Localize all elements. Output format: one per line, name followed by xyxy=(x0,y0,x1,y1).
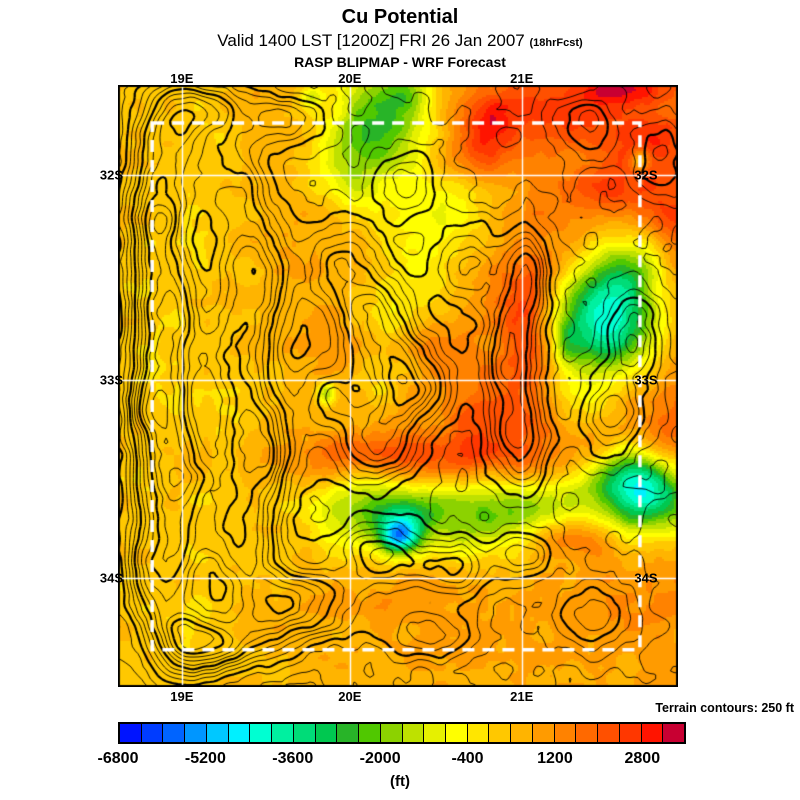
colorbar-segment-25 xyxy=(662,724,685,742)
lon-label-top-21E: 21E xyxy=(510,71,534,86)
colorbar-unit-label: (ft) xyxy=(390,773,410,790)
lat-label-left-33S: 33S xyxy=(99,372,123,388)
lat-label-right-33S: 33S xyxy=(634,372,658,388)
colorbar-segment-3 xyxy=(184,724,206,742)
colorbar-tick--5200: -5200 xyxy=(184,750,226,767)
colorbar-tick--3600: -3600 xyxy=(272,750,314,767)
colorbar-segment-6 xyxy=(249,724,272,742)
lon-label-bottom-19E: 19E xyxy=(170,689,194,704)
colorbar-segment-9 xyxy=(314,724,337,742)
page-title: Cu Potential xyxy=(341,6,459,28)
lon-label-bottom-21E: 21E xyxy=(510,689,534,704)
lat-label-right-32S: 32S xyxy=(634,167,658,183)
colorbar-segment-15 xyxy=(445,724,467,742)
colorbar-segment-17 xyxy=(488,724,511,742)
colorbar xyxy=(118,722,686,744)
colorbar-segment-5 xyxy=(227,724,250,742)
lon-label-top-19E: 19E xyxy=(170,71,194,86)
colorbar-segment-14 xyxy=(423,724,446,742)
forecast-hour-tag: (18hrFcst) xyxy=(529,37,583,49)
colorbar-segment-20 xyxy=(553,724,576,742)
colorbar-tick-1200: 1200 xyxy=(537,750,573,767)
colorbar-segment-24 xyxy=(640,724,663,742)
lat-label-right-34S: 34S xyxy=(634,570,658,586)
colorbar-segment-21 xyxy=(575,724,598,742)
colorbar-tick--2000: -2000 xyxy=(359,750,401,767)
colorbar-tick--6800: -6800 xyxy=(97,750,139,767)
model-line: RASP BLIPMAP - WRF Forecast xyxy=(294,54,506,70)
valid-time-text: Valid 1400 LST [1200Z] FRI 26 Jan 2007 xyxy=(217,31,525,50)
colorbar-segment-22 xyxy=(597,724,619,742)
colorbar-segment-19 xyxy=(531,724,554,742)
colorbar-segment-10 xyxy=(336,724,359,742)
colorbar-segment-12 xyxy=(379,724,402,742)
colorbar-segment-13 xyxy=(401,724,424,742)
colorbar-tick-2800: 2800 xyxy=(624,750,661,767)
valid-time-line: Valid 1400 LST [1200Z] FRI 26 Jan 2007 (… xyxy=(0,31,800,51)
colorbar-segment-4 xyxy=(205,724,228,742)
colorbar-tick--400: -400 xyxy=(451,750,484,767)
colorbar-segment-11 xyxy=(358,724,380,742)
map-canvas xyxy=(118,85,678,687)
colorbar-segment-1 xyxy=(140,724,163,742)
terrain-contours-note: Terrain contours: 250 ft xyxy=(655,701,794,715)
lat-label-left-32S: 32S xyxy=(99,167,123,183)
colorbar-segment-2 xyxy=(162,724,185,742)
lon-label-top-20E: 20E xyxy=(338,71,362,86)
lon-label-bottom-20E: 20E xyxy=(338,689,362,704)
map-area xyxy=(118,85,678,687)
colorbar-segment-0 xyxy=(120,724,141,742)
colorbar-segment-8 xyxy=(292,724,315,742)
lat-label-left-34S: 34S xyxy=(99,570,123,586)
colorbar-segment-7 xyxy=(271,724,293,742)
colorbar-segment-16 xyxy=(466,724,489,742)
colorbar-segment-18 xyxy=(510,724,532,742)
colorbar-segment-23 xyxy=(618,724,641,742)
